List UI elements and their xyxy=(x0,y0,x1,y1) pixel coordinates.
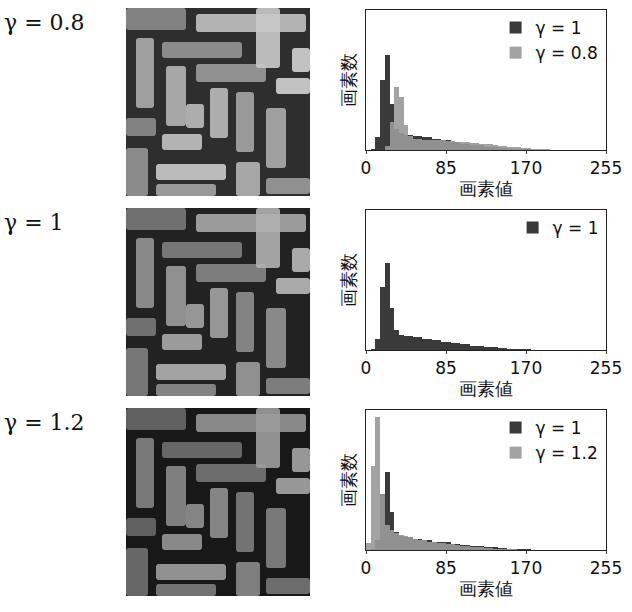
svg-text:85: 85 xyxy=(435,358,457,378)
svg-text:170: 170 xyxy=(510,158,542,178)
svg-text:画素値: 画素値 xyxy=(459,378,513,399)
svg-text:γ = 1: γ = 1 xyxy=(536,18,582,38)
html-text:γ = 1.2: γ = 1.2 xyxy=(4,410,85,435)
svg-text:0: 0 xyxy=(361,158,372,178)
svg-text:0: 0 xyxy=(361,558,372,578)
svg-text:γ = 1: γ = 1 xyxy=(536,418,582,438)
svg-text:γ = 1.2: γ = 1.2 xyxy=(536,443,598,463)
svg-text:85: 85 xyxy=(435,558,457,578)
svg-text:画素数: 画素数 xyxy=(338,453,359,507)
svg-text:画素値: 画素値 xyxy=(459,178,513,199)
svg-text:170: 170 xyxy=(510,558,542,578)
svg-text:255: 255 xyxy=(590,158,622,178)
svg-text:画素値: 画素値 xyxy=(459,578,513,599)
svg-text:170: 170 xyxy=(510,358,542,378)
html-text:γ = 1: γ = 1 xyxy=(4,210,64,235)
html-text:γ = 0.8: γ = 0.8 xyxy=(4,10,85,35)
svg-text:0: 0 xyxy=(361,358,372,378)
svg-text:85: 85 xyxy=(435,158,457,178)
svg-text:γ = 0.8: γ = 0.8 xyxy=(536,43,598,63)
svg-text:255: 255 xyxy=(590,558,622,578)
svg-text:画素数: 画素数 xyxy=(338,253,359,307)
svg-text:画素数: 画素数 xyxy=(338,53,359,107)
svg-text:γ = 1: γ = 1 xyxy=(553,218,599,238)
svg-text:255: 255 xyxy=(590,358,622,378)
